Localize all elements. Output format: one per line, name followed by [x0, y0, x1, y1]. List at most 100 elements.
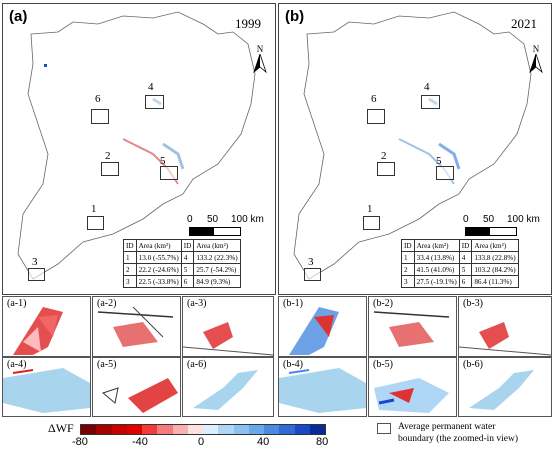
north-label: N	[256, 44, 264, 54]
roi-id-6: 6	[95, 93, 101, 105]
color-bar-segment	[264, 425, 280, 434]
scale-mid: 50	[483, 214, 495, 225]
table-cell: 41.5 (41.0%)	[413, 263, 460, 276]
table-row: 3 22.5 (-33.8%) 6 84.9 (9.3%)	[123, 275, 241, 288]
zoom-panel-b-5: (b-5)	[368, 357, 457, 417]
table-cell: 133.2 (22.3%)	[193, 251, 241, 264]
roi-box-1	[363, 216, 380, 230]
zoom-label: (a-5)	[96, 359, 118, 370]
table-cell: 27.5 (-19.1%)	[413, 275, 460, 288]
north-arrow-icon: N	[253, 44, 267, 76]
zoom-label: (a-3)	[186, 298, 208, 309]
roi-id-2: 2	[381, 150, 387, 162]
zoom-label: (b-1)	[282, 298, 304, 309]
table-header: Area (km²)	[413, 239, 460, 252]
zoom-label: (b-4)	[282, 359, 304, 370]
year-label: 1999	[235, 16, 261, 31]
zoom-panel-b-3: (b-3)	[458, 296, 552, 357]
table-header: Area (km²)	[471, 239, 519, 252]
table-cell: 5	[180, 263, 195, 276]
legend-tick: -40	[132, 436, 148, 448]
roi-box-4	[145, 95, 164, 109]
zoom-panel-a-6: (a-6)	[182, 357, 274, 417]
roi-id-5: 5	[160, 155, 166, 167]
table-cell: 22.5 (-33.8%)	[135, 275, 182, 288]
boundary-legend-box	[377, 423, 391, 434]
table-cell: 6	[458, 275, 473, 288]
table-cell: 4	[180, 251, 195, 264]
table-cell: 22.2 (-24.6%)	[135, 263, 182, 276]
table-row: 3 27.5 (-19.1%) 6 86.4 (11.3%)	[401, 275, 519, 288]
scale-end: 100 km	[507, 214, 540, 225]
scale-end: 100 km	[231, 214, 264, 225]
roi-box-2	[101, 162, 119, 176]
color-bar-segment	[218, 425, 234, 434]
zoom-panel-b-4: (b-4)	[278, 357, 367, 417]
color-bar	[80, 424, 326, 435]
zoom-panel-b-1: (b-1)	[278, 296, 367, 357]
map-panel-a: (a) 1999 N 6 4 2 5 1 3 0 50 100 km ID Ar…	[2, 3, 276, 295]
north-arrow-icon: N	[529, 44, 543, 76]
legend-tick: 0	[198, 436, 205, 448]
legend-tick: 80	[316, 436, 329, 448]
table-cell: 1	[401, 251, 415, 264]
zoom-label: (a-2)	[96, 298, 118, 309]
roi-id-6: 6	[371, 93, 377, 105]
table-cell: 2	[123, 263, 137, 276]
color-bar-segment	[294, 425, 310, 434]
color-bar-segment	[81, 425, 97, 434]
table-cell: 3	[123, 275, 137, 288]
table-cell: 33.4 (13.8%)	[413, 251, 460, 264]
table-cell: 133.8 (22.8%)	[471, 251, 519, 264]
roi-box-6	[367, 109, 385, 124]
zoom-label: (b-6)	[462, 359, 484, 370]
color-bar-segment	[187, 425, 203, 434]
roi-id-4: 4	[424, 81, 430, 93]
color-bar-segment	[172, 425, 188, 434]
zoom-panel-a-5: (a-5)	[92, 357, 181, 417]
color-bar-segment	[248, 425, 264, 434]
legend-title: ΔWF	[48, 421, 74, 435]
year-label: 2021	[511, 16, 537, 31]
zoom-panel-b-6: (b-6)	[458, 357, 552, 417]
table-cell: 1	[123, 251, 137, 264]
panel-label: (a)	[9, 8, 28, 25]
roi-id-5: 5	[436, 155, 442, 167]
scale-zero: 0	[187, 214, 193, 225]
color-bar-segment	[203, 425, 219, 434]
color-bar-segment	[157, 425, 173, 434]
panel-label: (b)	[285, 8, 305, 25]
table-header: ID	[458, 239, 473, 252]
color-bar-segment	[142, 425, 158, 434]
roi-id-1: 1	[367, 203, 373, 215]
roi-box-1	[87, 216, 104, 230]
north-label: N	[532, 44, 540, 54]
scale-bar: 0 50 100 km	[463, 214, 549, 238]
map-panel-b: (b) 2021 N 6 4 2 5 1 3 0 50 100 km ID Ar…	[278, 3, 552, 295]
color-bar-segment	[126, 425, 142, 434]
legend-tick: 40	[257, 436, 270, 448]
zoom-label: (a-1)	[6, 298, 28, 309]
roi-id-3: 3	[308, 256, 314, 268]
table-cell: 103.2 (84.2%)	[471, 263, 519, 276]
color-bar-segment	[233, 425, 249, 434]
scale-zero: 0	[463, 214, 469, 225]
zoom-panel-a-3: (a-3)	[182, 296, 274, 357]
color-bar-segment	[309, 425, 325, 434]
roi-box-3	[28, 268, 45, 281]
zoom-label: (b-5)	[372, 359, 394, 370]
table-header: ID	[123, 239, 137, 252]
color-bar-segment	[96, 425, 112, 434]
table-cell: 2	[401, 263, 415, 276]
table-header-row: ID Area (km²) ID Area (km²)	[123, 239, 241, 252]
table-cell: 84.9 (9.3%)	[193, 275, 241, 288]
table-cell: 6	[180, 275, 195, 288]
table-row: 1 13.0 (-55.7%) 4 133.2 (22.3%)	[123, 251, 241, 264]
table-cell: 5	[458, 263, 473, 276]
table-header: Area (km²)	[135, 239, 182, 252]
scale-bar: 0 50 100 km	[187, 214, 273, 238]
table-header: Area (km²)	[193, 239, 241, 252]
zoom-label: (b-3)	[462, 298, 484, 309]
roi-box-5	[436, 166, 454, 180]
table-cell: 4	[458, 251, 473, 264]
